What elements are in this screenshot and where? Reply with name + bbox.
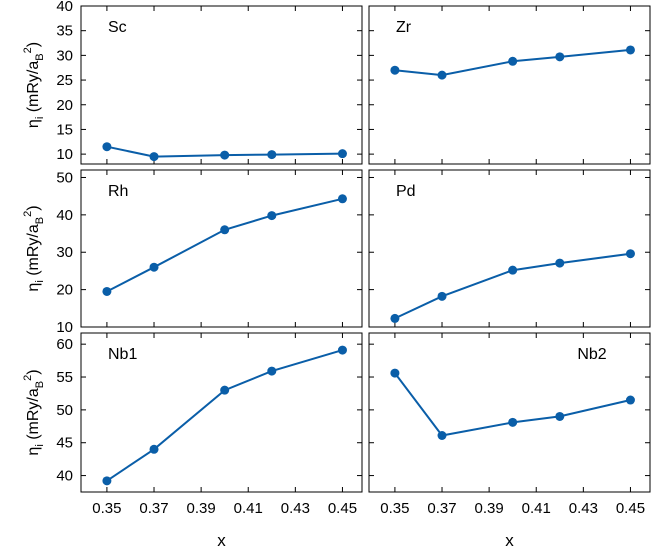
panel-frame [368,169,651,328]
panel-zr: Zr [368,5,651,165]
data-point [625,395,635,405]
data-point [625,249,635,259]
x-tick-label: 0.37 [139,500,168,517]
panel-nb1: 0.35 0.37 0.39 0.41 0.43 0.45 40 45 50 55 60 Nb1 ηi … [22,332,363,550]
y-axis-label: ηi (mRy/aB2) [22,369,46,455]
panel-label: Sc [108,19,127,36]
panel-label: Nb2 [577,346,606,363]
data-point [625,45,635,55]
data-point [149,152,159,162]
x-tick-label: 0.43 [281,500,310,517]
y-tick-label: 30 [56,47,73,64]
x-tick-label: 0.45 [328,500,357,517]
y-tick-label: 50 [56,402,73,419]
data-point [267,366,277,376]
series-line [394,252,631,320]
data-point [437,291,447,301]
panel-pd: Pd [368,169,651,328]
y-tick-label: 60 [56,336,73,353]
y-axis-label: ηi (mRy/aB2) [22,42,46,128]
panel-frame [80,169,363,328]
y-tick-label: 55 [56,369,73,386]
panel-nb2: 0.35 0.37 0.39 0.41 0.43 0.45 Nb2 x [368,332,651,550]
x-tick-label: 0.39 [187,500,216,517]
data-point [508,265,518,275]
x-tick-label: 0.41 [234,500,263,517]
y-tick-label: 30 [56,244,73,261]
data-point [437,430,447,440]
y-axis-label: ηi (mRy/aB2) [22,205,46,291]
y-tick-label: 10 [56,146,73,163]
data-point [555,258,565,268]
panel-label: Nb1 [108,346,137,363]
y-tick-label: 45 [56,435,73,452]
x-tick-label: 0.35 [380,500,409,517]
x-axis-label: x [505,531,514,550]
data-point [267,211,277,221]
panel-rh: 10 20 30 40 50 Rh ηi (mRy/aB2) [22,169,363,336]
x-tick-label: 0.45 [616,500,645,517]
y-tick-label: 35 [56,23,73,40]
data-point [390,368,400,378]
panel-label: Pd [396,183,416,200]
panel-frame [368,332,651,493]
panel-frame [368,5,651,165]
x-tick-label: 0.41 [522,500,551,517]
data-point [220,150,230,160]
data-point [220,385,230,395]
x-tick-label: 0.39 [475,500,504,517]
data-point [390,313,400,323]
y-tick-label: 15 [56,121,73,138]
data-point [149,262,159,272]
panel-frame [80,5,363,165]
data-point [220,225,230,235]
y-tick-label: 40 [56,207,73,224]
data-point [508,56,518,66]
data-point [437,70,447,80]
x-tick-label: 0.37 [427,500,456,517]
data-point [555,52,565,62]
x-tick-label: 0.35 [92,500,121,517]
data-point [102,476,112,486]
series-line [106,349,343,482]
panel-sc: 10 15 20 25 30 35 40 Sc ηi (mRy/aB2) [22,0,363,165]
data-point [149,444,159,454]
data-point [555,411,565,421]
y-tick-label: 25 [56,72,73,89]
y-tick-label: 40 [56,0,73,15]
panel-frame [80,332,363,493]
series-line [106,197,343,293]
y-tick-label: 20 [56,97,73,114]
data-point [508,417,518,427]
data-point [267,150,277,160]
x-axis-label: x [217,531,226,550]
x-tick-label: 0.43 [569,500,598,517]
data-point [390,65,400,75]
y-tick-label: 40 [56,468,73,485]
y-tick-label: 20 [56,282,73,299]
data-point [337,345,347,355]
panel-label: Zr [396,19,412,36]
data-point [102,142,112,152]
data-point [337,194,347,204]
data-point [102,286,112,296]
y-tick-label: 50 [56,169,73,186]
y-tick-label: 10 [56,319,73,336]
panel-label: Rh [108,183,128,200]
data-point [337,149,347,159]
